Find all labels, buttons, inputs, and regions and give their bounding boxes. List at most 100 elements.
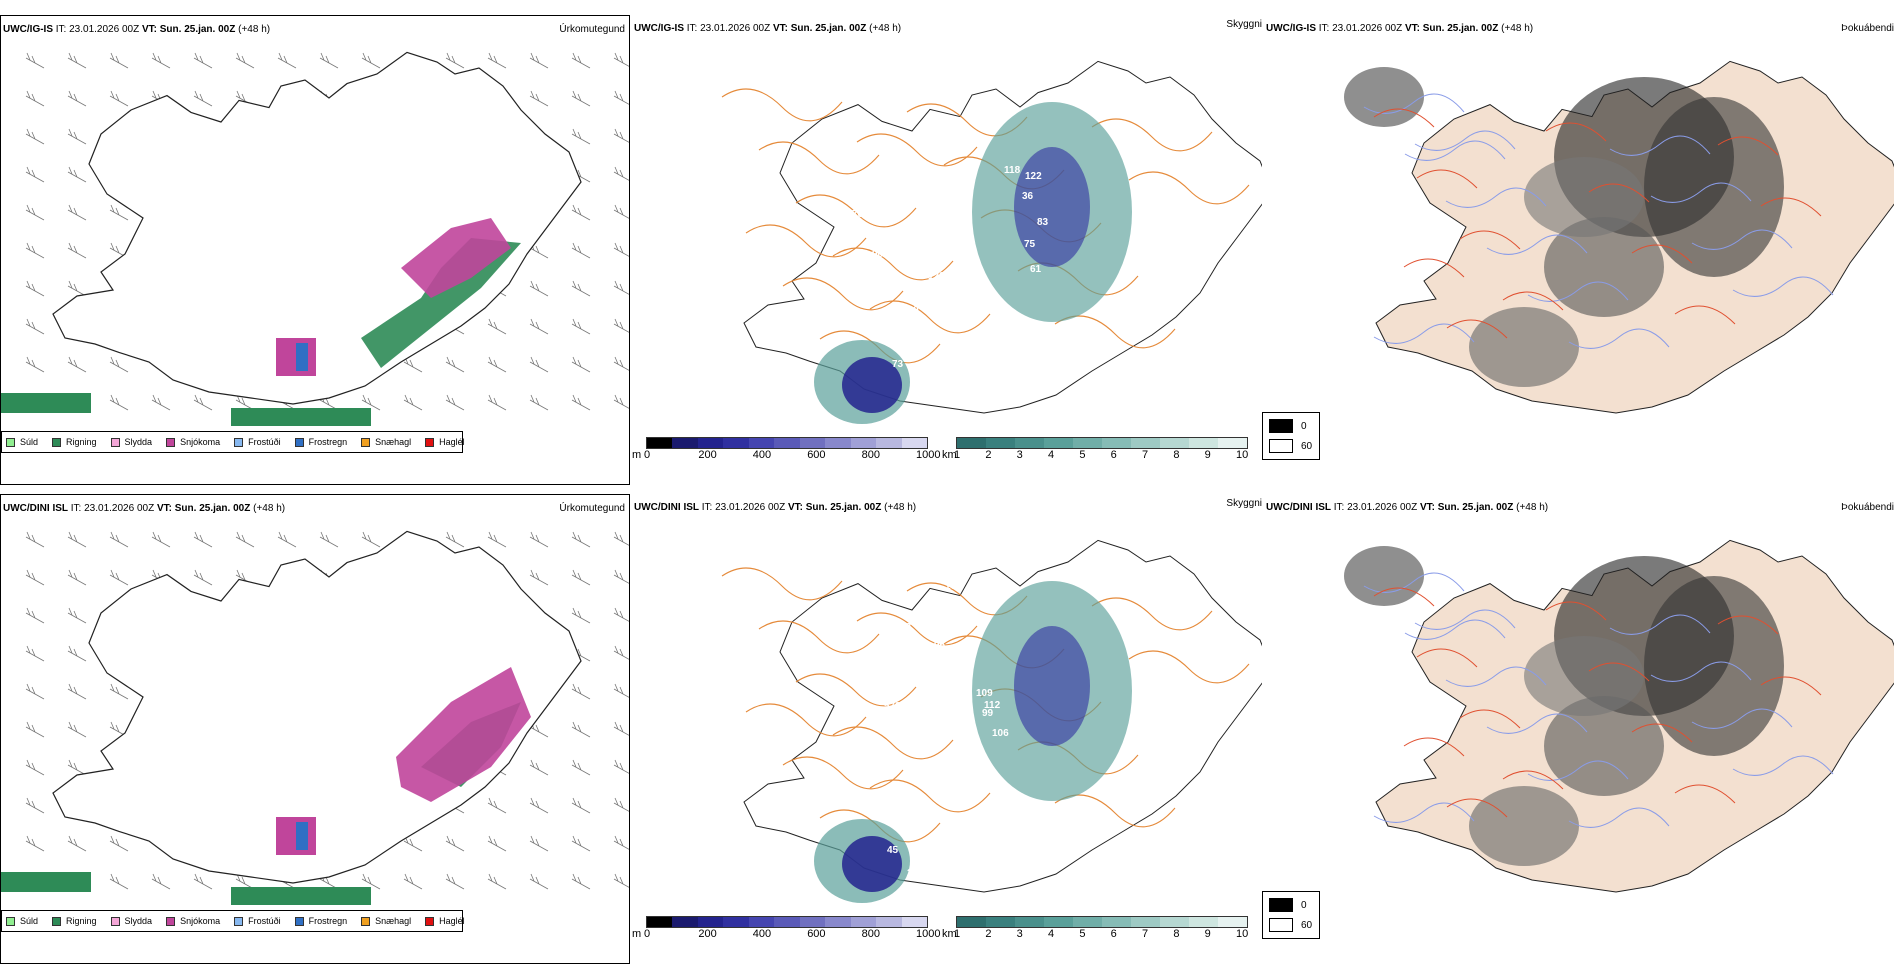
colorbar-cell	[774, 438, 800, 448]
legend-item: Rigning	[52, 437, 97, 447]
rivers	[1363, 572, 1834, 828]
precip-type-map	[1, 530, 629, 905]
legend-label: Haglél	[439, 916, 465, 926]
fog-scale-label: 0	[1301, 899, 1307, 911]
fog-scale-swatch	[1269, 419, 1293, 433]
coastline	[52, 530, 582, 884]
legend-item: Rigning	[52, 916, 97, 926]
fog-panel-row1: UWC/IG-IS IT: 23.01.2026 00Z VT: Sun. 25…	[1262, 15, 1894, 485]
legend-item: Slydda	[110, 916, 152, 926]
visibility-km-colorbar: km 1 2 3 4 5 6 7 8 9 10	[942, 914, 1262, 950]
colorbar-cell	[1218, 917, 1247, 927]
colorbar-tick-label: 200	[698, 928, 717, 940]
colorbar-unit: km	[942, 449, 957, 461]
legend-label: Frostúði	[248, 437, 281, 447]
legend-swatch	[110, 437, 120, 447]
rain-area-west	[1, 393, 91, 413]
colorbar-cell	[1160, 438, 1189, 448]
visibility-value-label: 573	[884, 701, 901, 712]
visibility-value-label: 242	[920, 773, 937, 784]
colorbar-tick-label: 1	[954, 449, 961, 461]
visibility-value-label: 83	[1037, 217, 1049, 228]
colorbar-tick-label: 200	[698, 449, 717, 461]
legend-label: Snæhagl	[375, 916, 412, 926]
legend-item: Snæhagl	[361, 437, 411, 447]
legend-label: Frostúði	[248, 916, 281, 926]
colorbar-cells	[646, 437, 928, 449]
fog-shading	[1544, 696, 1664, 796]
fog-shading	[1469, 786, 1579, 866]
visibility-value-label: 10	[945, 581, 957, 592]
snow-area	[401, 218, 511, 298]
colorbar-unit: m	[632, 928, 642, 940]
visibility-value-label: 114	[922, 171, 939, 182]
visibility-value-label: 101	[910, 649, 927, 660]
visibility-value-label: 102	[933, 620, 950, 631]
legend-swatch	[166, 916, 176, 926]
precip-type-map	[1, 51, 629, 426]
legend-swatch	[6, 437, 15, 447]
colorbar-cell	[799, 438, 826, 448]
colorbar-cell	[1044, 917, 1073, 927]
fog-map	[1344, 539, 1894, 893]
fog-shading	[1544, 217, 1664, 317]
panel-header: UWC/DINI ISL IT: 23.01.2026 00Z VT: Sun.…	[3, 503, 286, 514]
legend-swatch	[425, 916, 435, 926]
colorbar-tick-label: 600	[807, 928, 826, 940]
legend-label: Súld	[20, 916, 39, 926]
legend-label: Súld	[20, 437, 39, 447]
colorbar-cell	[1015, 438, 1044, 448]
low-visibility-core	[1014, 626, 1090, 746]
legend-label: Haglél	[439, 437, 465, 447]
colorbar-tick-label: 600	[807, 449, 826, 461]
roads	[1373, 108, 1822, 339]
colorbar-cell	[901, 438, 927, 448]
visibility-value-label: 157	[940, 174, 957, 185]
colorbar-cell	[697, 917, 724, 927]
fog-scale-swatch	[1269, 918, 1293, 932]
panel-title: Úrkomutegund	[559, 24, 625, 35]
fog-shading	[1344, 546, 1424, 606]
colorbar-unit: km	[942, 928, 957, 940]
rivers	[1363, 93, 1834, 349]
visibility-value-label: 122	[1025, 171, 1042, 182]
colorbar-cell	[1189, 438, 1218, 448]
colorbar-tick-label: 9	[1204, 449, 1211, 461]
precip-type-legend: Súld Rigning Slydda Snjókoma Frostúði Frostre…	[1, 431, 465, 453]
colorbar-cell	[850, 438, 877, 448]
colorbar-cells	[956, 437, 1248, 449]
legend-item: Slydda	[110, 437, 152, 447]
visibility-value-label: 186	[940, 728, 957, 739]
colorbar-cell	[697, 438, 724, 448]
visibility-value-label: 143	[920, 257, 937, 268]
colorbar-tick-label: 0	[644, 449, 651, 461]
visibility-value-label: 109	[950, 349, 967, 360]
visibility-value-label: 100	[902, 305, 919, 316]
colorbar-cell	[1015, 917, 1044, 927]
colorbar-cell	[1218, 438, 1247, 448]
panel-title: Skyggni	[1226, 498, 1262, 509]
colorbar-tick-label: 1000	[916, 928, 941, 940]
panel-header: UWC/DINI ISL IT: 23.01.2026 00Z VT: Sun.…	[1266, 502, 1549, 513]
visibility-value-label: 298	[930, 147, 947, 158]
visibility-value-label: 73	[892, 359, 904, 370]
freezing-rain-area	[296, 822, 308, 850]
visibility-value-label: 259	[910, 76, 927, 87]
fog-colorbox: 0 60	[1262, 412, 1320, 460]
legend-label: Snæhagl	[375, 437, 412, 447]
legend-label: Frostregn	[308, 437, 348, 447]
colorbar-cell	[825, 438, 851, 448]
colorbar-cell	[1160, 917, 1189, 927]
visibility-value-label: 128	[928, 271, 945, 282]
low-visibility-core	[842, 357, 902, 413]
visibility-value-label: 36	[1022, 191, 1034, 202]
visibility-value-label: 48	[904, 187, 916, 198]
visibility-value-label: 118	[1004, 165, 1021, 176]
colorbar-tick-label: 7	[1142, 928, 1149, 940]
colorbar-cell	[901, 917, 927, 927]
legend-swatch	[425, 437, 435, 447]
colorbar-tick-label: 5	[1079, 449, 1086, 461]
roads	[1373, 587, 1822, 818]
colorbar-cell	[876, 438, 902, 448]
